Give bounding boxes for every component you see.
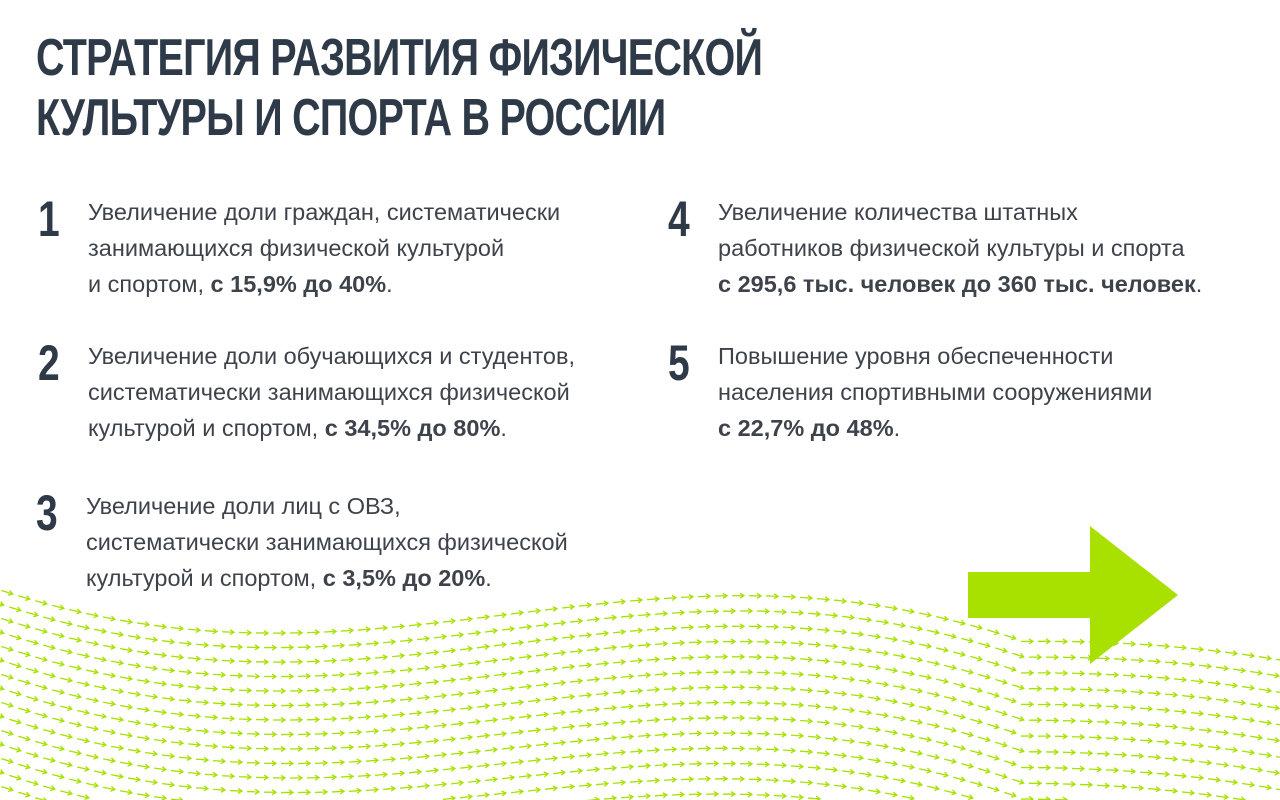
goal-text-line: работников физической культуры и спорта xyxy=(718,235,1185,261)
arrow-right-icon xyxy=(968,526,1178,664)
goal-text: Увеличение доли обучающихся и студентов,… xyxy=(88,338,575,446)
goal-highlight: с 22,7% до 48% xyxy=(718,415,894,441)
goal-highlight: с 295,6 тыс. человек до 360 тыс. человек xyxy=(718,271,1196,297)
goal-text-line: систематически занимающихся физической xyxy=(88,379,570,405)
goal-text: Увеличение доли лиц с ОВЗ, систематическ… xyxy=(86,488,568,596)
arrow-wave-pattern xyxy=(0,589,1280,800)
goal-text: Увеличение доли граждан, систематически … xyxy=(88,194,560,302)
goal-item-1: 1 Увеличение доли граждан, систематическ… xyxy=(38,194,638,304)
page-title: Стратегия развития физической культуры и… xyxy=(36,28,763,148)
goal-item-2: 2 Увеличение доли обучающихся и студенто… xyxy=(38,338,658,448)
goal-text-line: культурой и спортом, с 3,5% до 20%. xyxy=(86,565,492,591)
goal-text-line: с 295,6 тыс. человек до 360 тыс. человек… xyxy=(718,271,1203,297)
goal-text-line: Увеличение доли граждан, систематически xyxy=(88,199,561,225)
goal-text: Увеличение количества штатных работников… xyxy=(718,194,1202,302)
title-line-1: Стратегия развития физической xyxy=(36,29,763,87)
goal-text-line: культурой и спортом, с 34,5% до 80%. xyxy=(88,415,507,441)
goal-text-line: систематически занимающихся физической xyxy=(86,529,568,555)
goal-highlight: с 34,5% до 80% xyxy=(324,415,501,441)
title-line-2: культуры и спорта в России xyxy=(36,89,666,147)
goal-highlight: с 3,5% до 20% xyxy=(322,565,486,591)
goal-text-line: с 22,7% до 48%. xyxy=(718,415,901,441)
goal-number: 2 xyxy=(38,335,60,391)
goal-text-line: Увеличение количества штатных xyxy=(718,199,1078,225)
goal-text-line: занимающихся физической культурой xyxy=(88,235,505,261)
goal-text-line: Увеличение доли обучающихся и студентов, xyxy=(88,343,576,369)
goal-text-line: Повышение уровня обеспеченности xyxy=(718,343,1114,369)
goal-highlight: с 15,9% до 40% xyxy=(210,271,387,297)
goal-text: Повышение уровня обеспеченности населени… xyxy=(718,338,1152,446)
goal-item-5: 5 Повышение уровня обеспеченности населе… xyxy=(668,338,1268,448)
goal-number: 4 xyxy=(668,191,690,247)
goal-item-3: 3 Увеличение доли лиц с ОВЗ, систематиче… xyxy=(36,488,656,598)
goal-number: 1 xyxy=(38,191,60,247)
goal-text-line: Увеличение доли лиц с ОВЗ, xyxy=(86,493,401,519)
goal-number: 3 xyxy=(36,485,58,541)
goal-number: 5 xyxy=(668,335,690,391)
goal-item-4: 4 Увеличение количества штатных работник… xyxy=(668,194,1268,304)
goal-text-line: и спортом, с 15,9% до 40%. xyxy=(88,271,393,297)
goal-text-line: населения спортивными сооружениями xyxy=(718,379,1153,405)
